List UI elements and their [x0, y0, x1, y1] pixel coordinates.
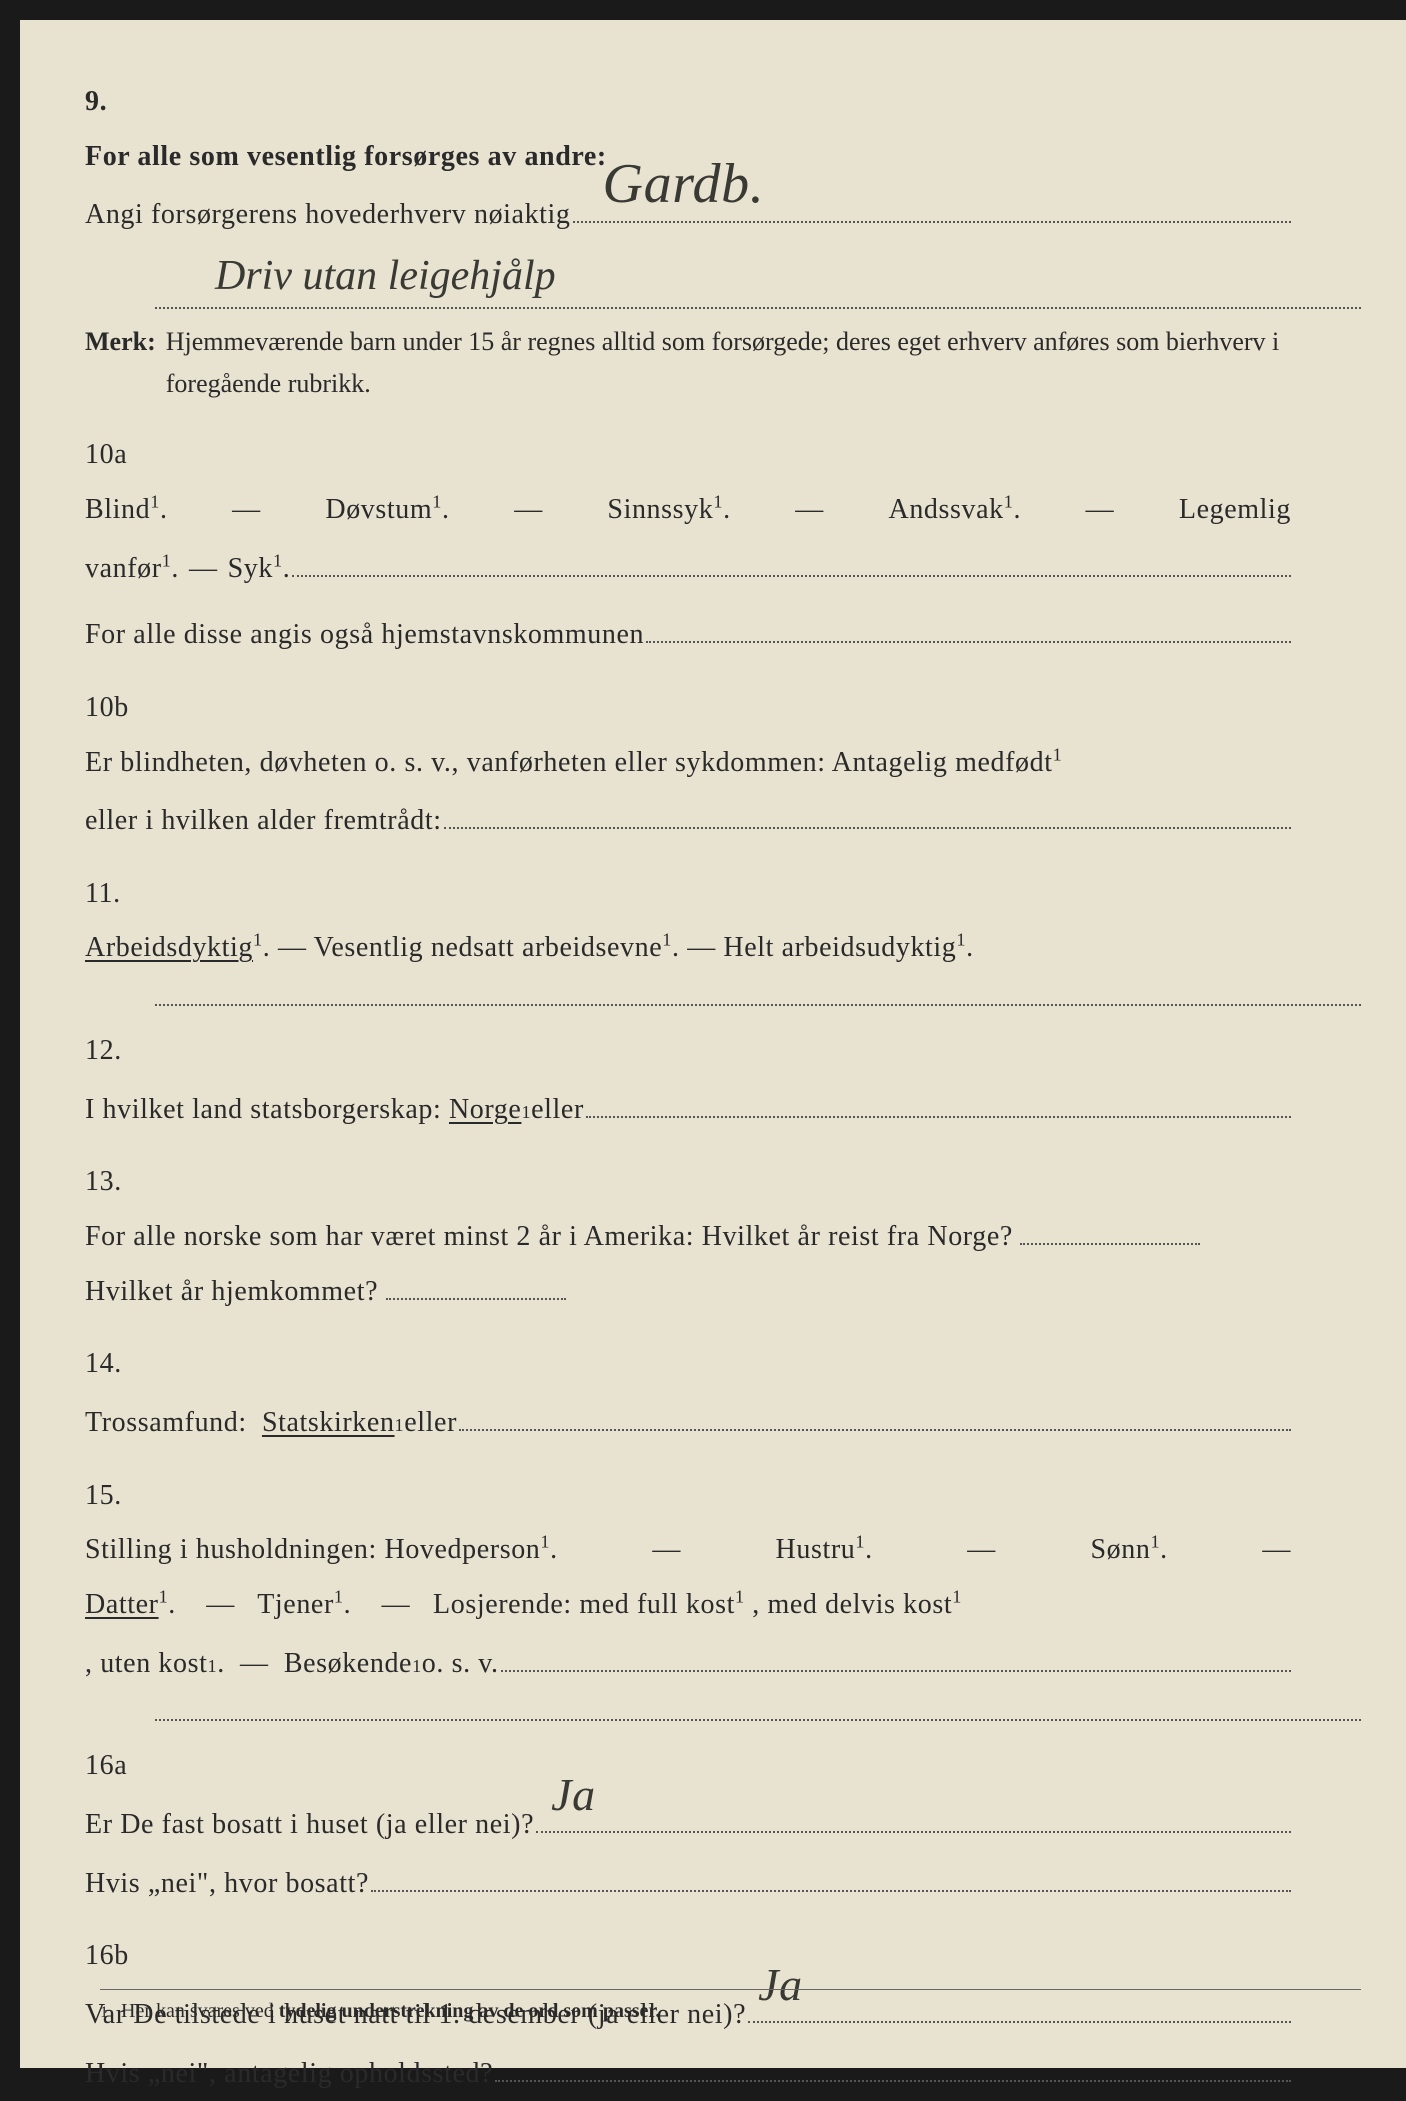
q16a-text1: Er De fast bosatt i huset (ja eller nei)…: [85, 1798, 534, 1853]
q16a-number: 16a: [85, 1739, 150, 1794]
q9-label: Angi forsørgerens hovederhverv nøiaktig: [85, 188, 571, 243]
q15-text1: Stilling i husholdningen: Hovedperson: [85, 1534, 540, 1565]
q16b-number: 16b: [85, 1929, 150, 1984]
q10a-line2: For alle disse angis også hjemstavnskomm…: [85, 608, 644, 663]
q15-text5: Besøkende: [284, 1637, 412, 1692]
q13-field2[interactable]: [386, 1298, 566, 1300]
q12-text1: I hvilket land statsborgerskap:: [85, 1083, 441, 1138]
q11-mid: — Vesentlig nedsatt arbeidsevne: [278, 932, 662, 963]
q13-text1: For alle norske som har været minst 2 år…: [85, 1221, 1013, 1252]
census-form-page: 9. For alle som vesentlig forsørges av a…: [20, 20, 1406, 2068]
q14-field[interactable]: [459, 1392, 1291, 1431]
footnote-num: 1: [100, 2004, 108, 2021]
q10a-opt-5: Syk: [228, 553, 273, 584]
question-10b: 10b Er blindheten, døvheten o. s. v., va…: [85, 681, 1361, 849]
q16a-field1[interactable]: Ja: [536, 1794, 1291, 1833]
q15-sonn: Sønn: [1090, 1534, 1150, 1565]
q9-number: 9.: [85, 75, 150, 130]
q16a-hand: Ja: [551, 1772, 596, 1818]
q15-number: 15.: [85, 1469, 150, 1524]
q10b-text1: Er blindheten, døvheten o. s. v., vanfør…: [85, 747, 1053, 778]
q10b-number: 10b: [85, 681, 150, 736]
q12-field[interactable]: [586, 1079, 1291, 1118]
q15-hustru: Hustru: [776, 1534, 856, 1565]
q9-handwritten-1: Gardb.: [603, 156, 765, 212]
q13-text2: Hvilket år hjemkommet?: [85, 1276, 378, 1307]
q15-tjener: Tjener: [257, 1589, 334, 1620]
question-16a: 16a Er De fast bosatt i huset (ja eller …: [85, 1739, 1361, 1911]
q11-end: — Helt arbeidsudyktig: [687, 932, 956, 963]
question-9: 9. For alle som vesentlig forsørges av a…: [85, 75, 1361, 243]
footnote-text-a: Her kan svares ved: [121, 2000, 279, 2022]
q15-text2: Losjerende: med full kost: [433, 1589, 735, 1620]
q14-number: 14.: [85, 1337, 150, 1392]
q11-opt1: Arbeidsdyktig: [85, 932, 253, 963]
q15-suffix: o. s. v.: [422, 1637, 499, 1692]
merk-note: Merk: Hjemmeværende barn under 15 år reg…: [85, 321, 1361, 404]
q14-opt: Statskirken: [262, 1396, 395, 1451]
question-12: 12. I hvilket land statsborgerskap: Norg…: [85, 1024, 1361, 1137]
question-15: 15. Stilling i husholdningen: Hovedperso…: [85, 1469, 1361, 1692]
q13-number: 13.: [85, 1155, 150, 1210]
q15-text4: , uten kost: [85, 1637, 207, 1692]
q11-number: 11.: [85, 867, 150, 922]
question-14: 14. Trossamfund: Statskirken1 eller: [85, 1337, 1361, 1450]
q10a-number: 10a: [85, 428, 150, 483]
q16a-text2: Hvis „nei", hvor bosatt?: [85, 1857, 369, 1912]
q15-field[interactable]: [501, 1632, 1291, 1671]
question-13: 13. For alle norske som har været minst …: [85, 1155, 1361, 1319]
question-11: 11. Arbeidsdyktig1. — Vesentlig nedsatt …: [85, 867, 1361, 976]
merk-label: Merk:: [85, 321, 156, 404]
q13-field1[interactable]: [1020, 1243, 1200, 1245]
q12-opt: Norge: [449, 1083, 521, 1138]
merk-text: Hjemmeværende barn under 15 år regnes al…: [166, 321, 1361, 404]
q10b-field[interactable]: [444, 790, 1291, 829]
footnote-text-b: tydelig understrekning av de ord som pas…: [279, 2000, 661, 2022]
q12-text2: eller: [531, 1083, 584, 1138]
q14-text1: Trossamfund:: [85, 1396, 247, 1451]
q10a-opt-4a: Legemlig: [1179, 483, 1291, 538]
q9-field-1[interactable]: Gardb.: [573, 184, 1291, 223]
q12-number: 12.: [85, 1024, 150, 1079]
q16b-text2: Hvis „nei", antagelig opholdssted?: [85, 2047, 493, 2101]
q10a-commune-field[interactable]: [646, 604, 1291, 643]
q16a-field2[interactable]: [371, 1853, 1291, 1892]
question-10a: 10a Blind1. — Døvstum1. — Sinnssyk1. — A…: [85, 428, 1361, 663]
q9-handwritten-2: Driv utan leigehjålp: [215, 255, 556, 297]
q15-text3: , med delvis kost: [752, 1589, 952, 1620]
q14-text2: eller: [404, 1396, 457, 1451]
q9-field-2[interactable]: Driv utan leigehjålp: [155, 261, 1361, 309]
q10a-opt-1: Døvstum: [325, 494, 432, 525]
q9-title: For alle som vesentlig forsørges av andr…: [85, 141, 607, 172]
q10a-opt-4b: vanfør: [85, 553, 162, 584]
q10a-opt-3: Andssvak: [889, 494, 1004, 525]
q10a-field[interactable]: [292, 537, 1291, 576]
footnote: 1 Her kan svares ved tydelig understrekn…: [100, 1989, 1361, 2023]
q16b-field2[interactable]: [495, 2043, 1291, 2082]
q10b-text2: eller i hvilken alder fremtrådt:: [85, 794, 442, 849]
q15-datter: Datter: [85, 1589, 159, 1620]
q10a-opt-0: Blind: [85, 494, 150, 525]
q10a-opt-2: Sinnssyk: [607, 494, 713, 525]
